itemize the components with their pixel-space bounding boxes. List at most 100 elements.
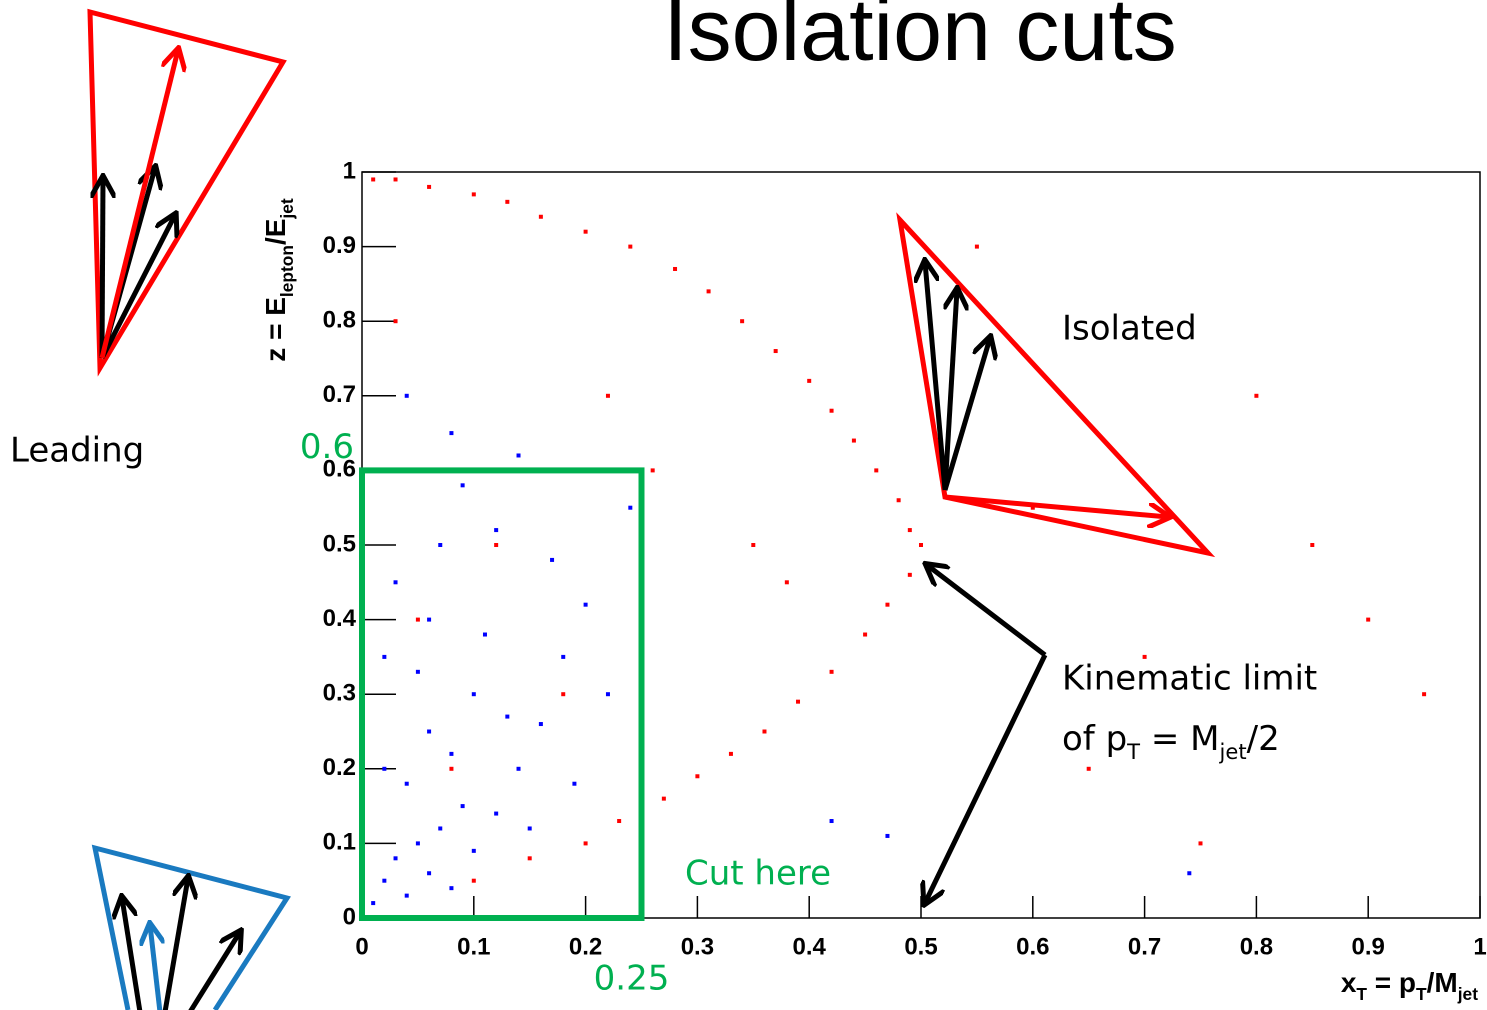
- point: [460, 804, 465, 809]
- text-part: /M: [1427, 967, 1458, 998]
- point: [427, 729, 432, 734]
- point: [628, 244, 633, 249]
- point: [907, 528, 912, 533]
- y-tick-label: 0.7: [323, 381, 356, 408]
- point: [1142, 654, 1147, 659]
- x-tick-label: 0.8: [1240, 933, 1273, 960]
- text-part: jet: [1219, 739, 1247, 764]
- point: [427, 184, 432, 189]
- text-part: T: [1416, 984, 1427, 1004]
- point: [740, 319, 745, 324]
- point: [449, 431, 454, 436]
- point: [404, 781, 409, 786]
- point: [550, 557, 555, 562]
- limit-arrows: [925, 565, 1048, 903]
- point: [863, 632, 868, 637]
- point: [505, 714, 510, 719]
- point: [661, 796, 666, 801]
- point: [907, 572, 912, 577]
- point: [371, 901, 376, 906]
- point: [885, 602, 890, 607]
- text-part: T: [1356, 984, 1367, 1004]
- point: [393, 580, 398, 585]
- kinematic-label: of pT = Mjet/2: [1062, 719, 1280, 764]
- text-part: z = E: [260, 297, 291, 362]
- point: [505, 199, 510, 204]
- text-part: /E: [260, 219, 291, 245]
- point: [527, 856, 532, 861]
- point: [415, 841, 420, 846]
- point: [427, 871, 432, 876]
- point: [829, 408, 834, 413]
- y-axis-title: z = Elepton/Ejet: [260, 198, 296, 362]
- point: [673, 266, 678, 271]
- point: [471, 192, 476, 197]
- x-axis-title: xT = pT/Mjet: [1341, 967, 1478, 1003]
- point: [382, 654, 387, 659]
- y-tick-label: 0.9: [323, 232, 356, 259]
- point: [706, 289, 711, 294]
- point: [494, 543, 499, 547]
- point: [471, 848, 476, 853]
- leading-diagram: [87, 8, 287, 377]
- point: [561, 692, 566, 697]
- point: [851, 438, 856, 443]
- point: [538, 214, 543, 219]
- point: [393, 856, 398, 861]
- y-tick-label: 0.8: [323, 307, 356, 334]
- x-tick-label: 0.7: [1128, 933, 1161, 960]
- x-tick-label: 0.1: [457, 933, 490, 960]
- point: [919, 543, 923, 547]
- point: [449, 751, 454, 756]
- point: [494, 528, 499, 533]
- point: [628, 505, 633, 510]
- plot: 0 0.1 0.2 0.3 0.4 0.5 0.6 0.7 0.8 0.9 1 0 0.1 0.2 0.3 0…: [260, 157, 1486, 1003]
- point: [751, 543, 756, 547]
- x-tick-label: 0: [355, 933, 368, 960]
- point: [605, 692, 610, 697]
- cut-box: [359, 467, 645, 921]
- point: [583, 229, 588, 234]
- point: [482, 632, 487, 637]
- x-tick-label: 0.5: [904, 933, 937, 960]
- point: [438, 826, 443, 831]
- y-tick-label: 0.2: [323, 754, 356, 781]
- x-tick-label: 0.6: [1016, 933, 1049, 960]
- point: [807, 378, 812, 383]
- point: [449, 766, 454, 771]
- point: [796, 699, 801, 704]
- isolated-label: Isolated: [1062, 309, 1197, 349]
- point: [1422, 692, 1427, 697]
- point: [885, 833, 890, 838]
- cut-label: Cut here: [685, 854, 831, 894]
- x-tick-label: 1: [1473, 933, 1486, 960]
- point: [561, 654, 566, 659]
- point: [572, 781, 577, 786]
- point: [605, 393, 610, 398]
- point: [784, 580, 789, 585]
- point: [762, 729, 767, 734]
- x-tick-label: 0.9: [1352, 933, 1385, 960]
- y-tick-label: 0.4: [323, 605, 357, 632]
- point: [449, 886, 454, 891]
- point: [516, 453, 521, 458]
- point: [773, 349, 778, 354]
- cut-y-label: 0.6: [300, 427, 354, 467]
- slide-title: Isolation cuts: [663, 0, 1177, 79]
- point: [695, 774, 700, 779]
- point: [404, 893, 409, 898]
- text-part: of p: [1062, 719, 1127, 759]
- point: [382, 766, 387, 771]
- point: [393, 177, 398, 182]
- point: [382, 878, 387, 883]
- point: [1187, 871, 1192, 876]
- y-tick-label: 0.1: [323, 829, 356, 856]
- point: [527, 826, 532, 831]
- point: [1198, 841, 1203, 846]
- point: [583, 841, 588, 846]
- x-tick-label: 0.2: [569, 933, 602, 960]
- leading-label: Leading: [10, 431, 144, 471]
- point: [371, 177, 376, 182]
- point: [650, 468, 655, 473]
